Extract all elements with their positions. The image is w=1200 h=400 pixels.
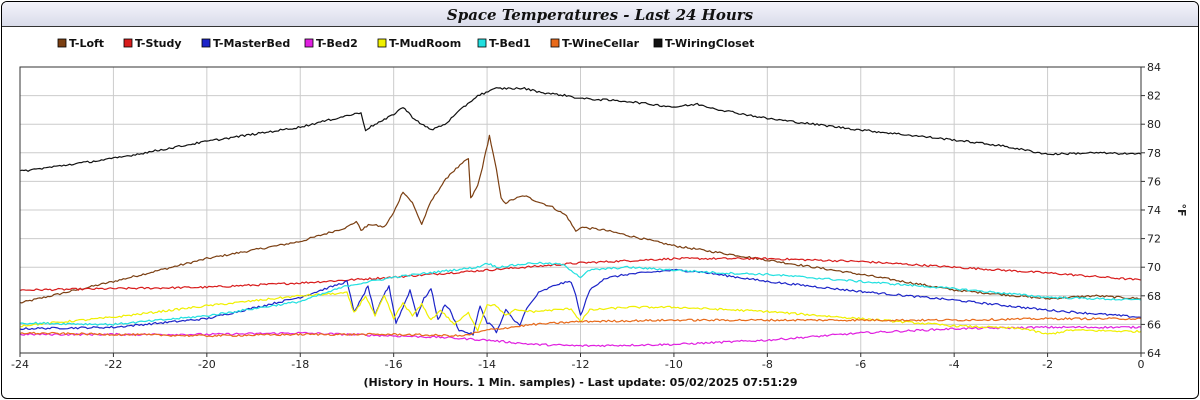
x-tick-label: -2: [1042, 358, 1053, 371]
x-tick-label: -6: [855, 358, 866, 371]
x-axis-label: (History in Hours. 1 Min. samples) - Las…: [363, 376, 797, 389]
series-line-t-winecellar: [19, 317, 1142, 338]
series-line-t-bed1: [19, 261, 1142, 326]
legend-swatch: [57, 38, 67, 48]
x-axis-ticks: -24 -22 -20 -18 -16 -14 -12 -10 -8 -6 -4 -2 0: [11, 353, 1145, 371]
legend-item-t-mudroom: T-MudRoom: [377, 37, 461, 50]
y-tick-label: 84: [1147, 61, 1161, 74]
y-tick-label: 80: [1147, 118, 1161, 131]
legend-swatch: [653, 38, 663, 48]
legend-swatch: [123, 38, 133, 48]
legend-label: T-MasterBed: [213, 37, 290, 50]
y-tick-label: 68: [1147, 290, 1161, 303]
legend: T-Loft T-Study T-MasterBed T-Bed2 T-MudRoom T…: [57, 37, 754, 50]
legend-item-t-loft: T-Loft: [57, 37, 104, 50]
series-lines: [19, 87, 1142, 348]
series-line-t-masterbed: [19, 268, 1142, 336]
legend-swatch: [377, 38, 387, 48]
x-tick-label: -4: [949, 358, 960, 371]
x-tick-label: -8: [762, 358, 773, 371]
x-tick-label: -14: [478, 358, 496, 371]
y-tick-label: 64: [1147, 347, 1161, 360]
y-tick-label: 78: [1147, 147, 1161, 160]
y-tick-label: 74: [1147, 204, 1161, 217]
y-tick-label: 66: [1147, 318, 1161, 331]
legend-swatch: [201, 38, 211, 48]
series-line-t-mudroom: [19, 291, 1142, 335]
legend-label: T-WiringCloset: [665, 37, 754, 50]
legend-item-t-bed1: T-Bed1: [477, 37, 531, 50]
legend-label: T-MudRoom: [389, 37, 461, 50]
legend-item-t-winecellar: T-WineCellar: [550, 37, 640, 50]
grid: [19, 66, 1142, 354]
legend-item-t-study: T-Study: [123, 37, 182, 50]
y-axis-ticks: 64 66 68 70 72 74 76 78 80 82 84: [1141, 61, 1161, 360]
legend-swatch: [304, 38, 314, 48]
title-bar: Space Temperatures - Last 24 Hours: [2, 2, 1198, 27]
x-tick-label: -18: [291, 358, 309, 371]
series-line-t-loft: [19, 134, 1142, 304]
y-tick-label: 72: [1147, 233, 1161, 246]
y-tick-label: 70: [1147, 261, 1161, 274]
x-tick-label: -24: [11, 358, 29, 371]
x-tick-label: 0: [1138, 358, 1145, 371]
legend-item-t-bed2: T-Bed2: [304, 37, 358, 50]
legend-item-t-masterbed: T-MasterBed: [201, 37, 290, 50]
legend-label: T-Bed1: [489, 37, 531, 50]
legend-swatch: [477, 38, 487, 48]
series-line-t-study: [19, 257, 1142, 292]
series-line-t-wiringcloset: [19, 87, 1142, 172]
y-tick-label: 82: [1147, 90, 1161, 103]
legend-label: T-Loft: [69, 37, 104, 50]
legend-item-t-wiringcloset: T-WiringCloset: [653, 37, 754, 50]
chart-title: Space Temperatures - Last 24 Hours: [446, 6, 754, 24]
y-axis-label: °F: [1175, 203, 1188, 216]
y-tick-label: 76: [1147, 175, 1161, 188]
legend-label: T-Study: [135, 37, 182, 50]
x-tick-label: -22: [104, 358, 122, 371]
legend-label: T-Bed2: [316, 37, 358, 50]
x-tick-label: -12: [572, 358, 590, 371]
x-tick-label: -20: [198, 358, 216, 371]
legend-label: T-WineCellar: [562, 37, 640, 50]
x-tick-label: -16: [385, 358, 403, 371]
legend-swatch: [550, 38, 560, 48]
x-tick-label: -10: [665, 358, 683, 371]
series-line-t-bed2: [19, 325, 1142, 348]
